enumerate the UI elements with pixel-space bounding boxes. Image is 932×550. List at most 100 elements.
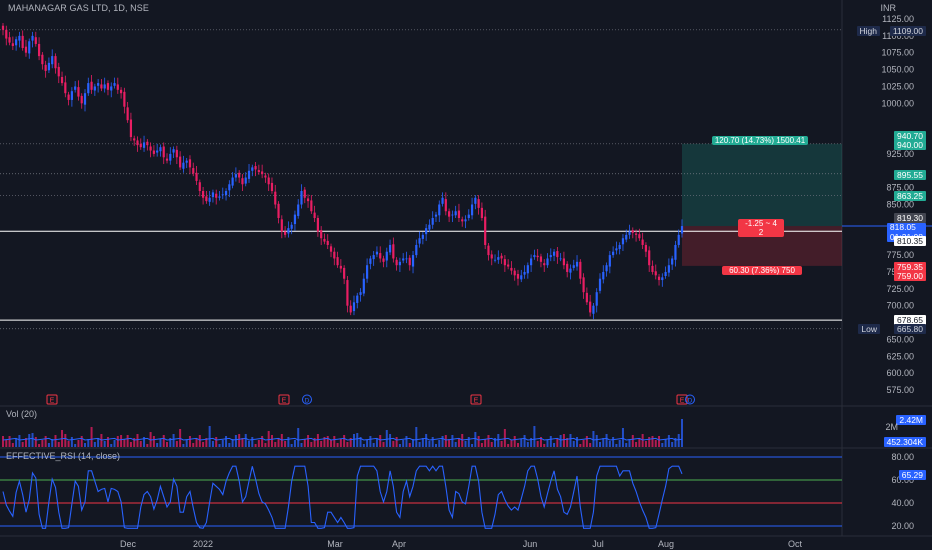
- volume-bar: [254, 444, 257, 447]
- volume-bar: [546, 440, 549, 447]
- candle-body: [306, 198, 310, 202]
- volume-pane-label[interactable]: Vol (20): [6, 409, 38, 419]
- volume-bar: [454, 442, 457, 447]
- volume-bar: [615, 444, 618, 447]
- volume-bar: [18, 435, 21, 447]
- volume-bar: [67, 441, 70, 447]
- earnings-marker-text: E: [50, 398, 55, 405]
- volume-bar: [84, 443, 87, 447]
- target-info-box[interactable]: 120.70 (14.73%) 1500.41: [712, 136, 808, 145]
- risk-ratio-line1: -1.25 ~ 4: [745, 219, 777, 228]
- candle-body: [287, 228, 290, 234]
- volume-bar: [428, 441, 431, 447]
- candle-body: [303, 189, 306, 198]
- candle-body: [77, 87, 80, 97]
- volume-bar: [257, 440, 260, 447]
- candle-body: [290, 224, 293, 229]
- stop-tag: 759.00: [894, 271, 926, 281]
- volume-bar: [80, 436, 83, 447]
- earnings-marker-icon: [470, 394, 482, 405]
- candle-body: [277, 203, 280, 218]
- volume-bar: [54, 435, 57, 447]
- volume-bar: [595, 435, 598, 447]
- volume-bar: [631, 435, 634, 447]
- volume-bar: [362, 444, 365, 447]
- candle-body: [405, 258, 408, 260]
- candle-body: [15, 39, 18, 46]
- candle-body: [402, 258, 405, 261]
- candle-body: [136, 140, 139, 146]
- candle-body: [464, 219, 467, 222]
- candle-body: [100, 84, 103, 89]
- candle-body: [339, 265, 342, 269]
- candle-body: [444, 199, 447, 212]
- volume-bar: [648, 437, 651, 447]
- volume-bar: [8, 436, 11, 447]
- candle-body: [47, 62, 51, 71]
- candle-body: [438, 204, 441, 216]
- price-tick-label: 1050.00: [881, 65, 914, 75]
- volume-bar: [195, 439, 198, 447]
- volume-bar: [307, 435, 310, 447]
- volume-bar: [244, 434, 247, 447]
- volume-bar: [293, 440, 296, 447]
- candle-body: [83, 93, 87, 105]
- high-label-badge: High: [856, 26, 880, 36]
- volume-bar: [218, 444, 221, 447]
- price-tick-label: 1125.00: [882, 14, 914, 24]
- candle-body: [87, 83, 90, 94]
- volume-bar: [41, 440, 44, 447]
- candle-body: [5, 29, 8, 39]
- candle-body: [67, 94, 70, 100]
- volume-bar: [425, 434, 428, 447]
- volume-bar: [602, 438, 605, 447]
- volume-bar: [536, 441, 539, 447]
- volume-bar: [290, 444, 293, 447]
- candle-body: [362, 278, 365, 294]
- candle-body: [159, 147, 162, 152]
- volume-bar: [539, 437, 542, 447]
- volume-bar: [366, 440, 369, 447]
- volume-bar: [533, 426, 536, 447]
- stop-info-box[interactable]: 60.30 (7.36%) 750: [722, 266, 802, 275]
- volume-bar: [225, 436, 228, 447]
- volume-bar: [523, 435, 526, 447]
- candle-body: [421, 234, 424, 239]
- price-tick-label: 1000.00: [881, 98, 914, 108]
- candle-body: [579, 261, 582, 279]
- candle-body: [329, 246, 333, 252]
- rsi-tick-label: 80.00: [891, 452, 914, 462]
- candle-body: [106, 83, 110, 90]
- volume-bar: [231, 439, 234, 447]
- volume-bar: [448, 439, 451, 447]
- rsi-pane-label[interactable]: EFFECTIVE_RSI (14, close): [6, 451, 121, 461]
- volume-bar: [677, 434, 680, 447]
- risk-ratio-box[interactable]: -1.25 ~ 4 2: [738, 219, 784, 237]
- candle-body: [352, 302, 356, 312]
- volume-bar: [133, 438, 136, 447]
- symbol-title[interactable]: MAHANAGAR GAS LTD, 1D, NSE: [8, 3, 149, 13]
- candle-body: [484, 216, 487, 245]
- volume-bar: [507, 444, 510, 447]
- candle-body: [192, 168, 195, 174]
- volume-bar: [671, 442, 674, 447]
- candle-body: [74, 86, 77, 90]
- candle-body: [316, 217, 319, 232]
- candle-body: [621, 238, 625, 245]
- candle-body: [451, 214, 454, 216]
- volume-bar: [618, 440, 621, 447]
- rsi-value-tag: 65.29: [898, 470, 926, 480]
- candle-body: [480, 207, 484, 218]
- volume-bar: [21, 442, 24, 447]
- volume-bar: [277, 438, 280, 447]
- volume-bar: [664, 439, 667, 447]
- candle-body: [392, 244, 395, 259]
- candle-body: [37, 43, 41, 57]
- volume-bar: [516, 443, 519, 447]
- volume-bar: [530, 438, 533, 447]
- volume-bar: [284, 441, 287, 447]
- candle-body: [297, 204, 300, 216]
- candle-body: [208, 197, 211, 202]
- candle-body: [661, 277, 664, 281]
